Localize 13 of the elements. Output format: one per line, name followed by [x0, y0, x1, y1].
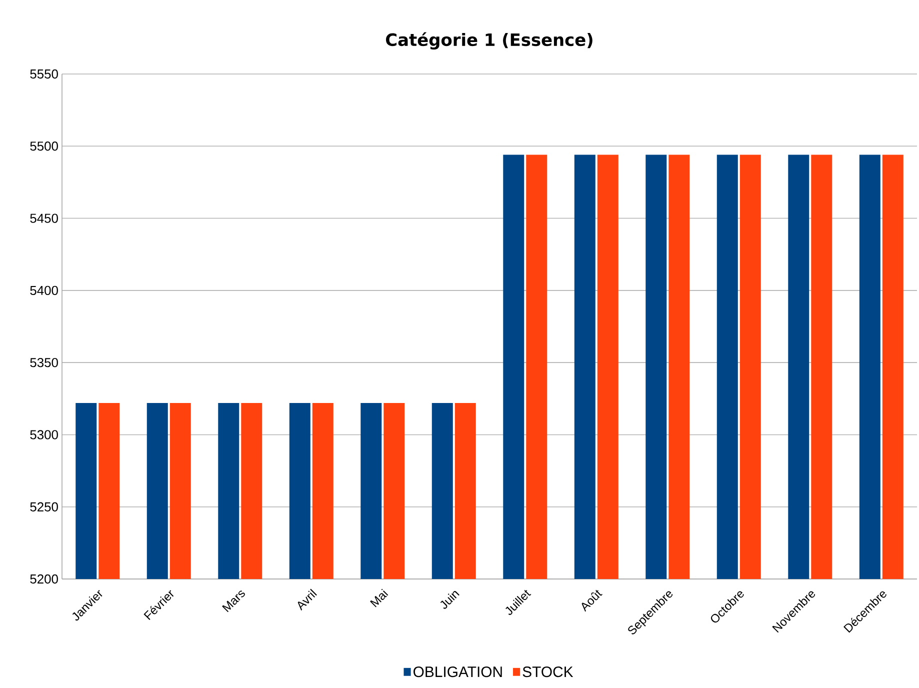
y-tick-label: 5550: [30, 69, 58, 79]
y-tick-label: 5250: [30, 502, 58, 512]
x-tick-label: Mai: [370, 588, 388, 608]
y-tick-label: 5200: [30, 574, 58, 584]
legend-label: STOCK: [522, 666, 574, 678]
legend-label: OBLIGATION: [414, 666, 502, 678]
x-tick-label: Juin: [440, 591, 460, 609]
y-tick-label: 5450: [30, 214, 58, 223]
y-tick-label: 5300: [30, 430, 58, 440]
y-tick-label: 5500: [30, 142, 58, 151]
chart-title: Catégorie 1 (Essence): [386, 32, 592, 50]
y-tick-label: 5400: [30, 286, 58, 296]
y-tick-label: 5350: [30, 358, 58, 368]
